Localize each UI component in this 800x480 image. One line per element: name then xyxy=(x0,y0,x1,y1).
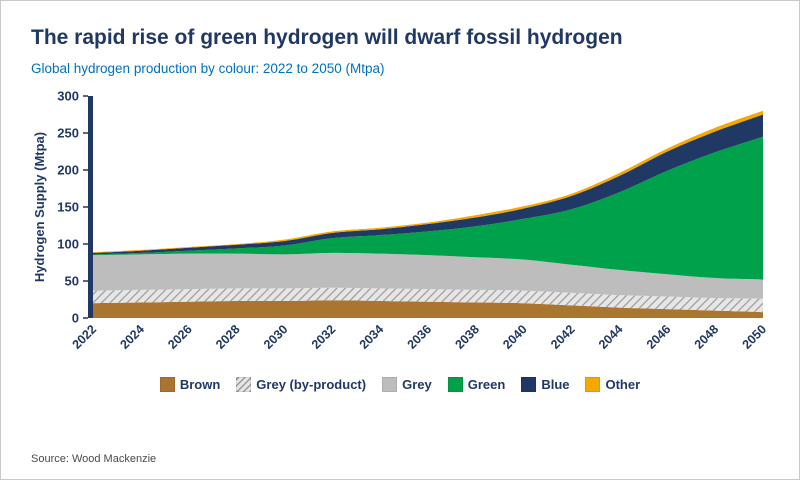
legend-swatch-blue xyxy=(521,377,537,393)
legend-swatch-grey-byproduct xyxy=(236,377,252,393)
svg-text:50: 50 xyxy=(65,274,79,289)
svg-text:2032: 2032 xyxy=(309,322,339,352)
svg-text:2038: 2038 xyxy=(452,322,482,352)
svg-text:2026: 2026 xyxy=(165,322,195,352)
legend-swatch-green xyxy=(447,377,463,393)
page-title: The rapid rise of green hydrogen will dw… xyxy=(31,26,623,49)
legend-swatch-brown xyxy=(159,377,175,393)
legend-swatch-other xyxy=(585,377,601,393)
svg-text:200: 200 xyxy=(57,163,79,178)
svg-text:2028: 2028 xyxy=(213,322,243,352)
chart-subtitle: Global hydrogen production by colour: 20… xyxy=(31,61,385,77)
svg-text:2050: 2050 xyxy=(740,322,770,352)
svg-text:2046: 2046 xyxy=(644,322,674,352)
svg-text:2044: 2044 xyxy=(596,322,626,352)
legend-label-blue: Blue xyxy=(541,377,570,393)
svg-text:2040: 2040 xyxy=(500,322,530,352)
legend-label-green: Green xyxy=(467,377,506,393)
legend-label-grey-byproduct: Grey (by-product) xyxy=(256,377,367,393)
stacked-area-chart: 0 50 100 150 200 250 300 2022 2024 2026 2028 2030 20… xyxy=(32,89,770,352)
svg-text:150: 150 xyxy=(57,200,79,215)
svg-text:2022: 2022 xyxy=(70,322,100,352)
legend-swatch-grey xyxy=(382,377,398,393)
legend-item-brown: Brown xyxy=(159,377,221,393)
svg-text:2048: 2048 xyxy=(692,322,722,352)
svg-text:2024: 2024 xyxy=(117,322,147,352)
legend-label-brown: Brown xyxy=(179,377,221,393)
chart-area: 0 50 100 150 200 250 300 2022 2024 2026 2028 2030 20… xyxy=(31,84,769,391)
svg-text:250: 250 xyxy=(57,126,79,141)
source-note: Source: Wood Mackenzie xyxy=(31,453,157,465)
legend-item-green: Green xyxy=(447,377,506,393)
legend-item-grey-byproduct: Grey (by-product) xyxy=(236,377,367,393)
svg-text:2042: 2042 xyxy=(548,322,578,352)
svg-text:300: 300 xyxy=(57,89,79,104)
svg-text:2034: 2034 xyxy=(357,322,387,352)
svg-text:2030: 2030 xyxy=(261,322,291,352)
legend-item-blue: Blue xyxy=(521,377,570,393)
svg-text:Hydrogen Supply (Mtpa): Hydrogen Supply (Mtpa) xyxy=(32,132,47,282)
legend-label-grey: Grey xyxy=(402,377,432,393)
svg-text:0: 0 xyxy=(72,311,79,326)
svg-text:100: 100 xyxy=(57,237,79,252)
chart-legend: Brown Grey (by-product) Grey Green Blue … xyxy=(31,377,769,393)
svg-text:2036: 2036 xyxy=(405,322,435,352)
legend-item-grey: Grey xyxy=(382,377,432,393)
legend-label-other: Other xyxy=(605,377,641,393)
legend-item-other: Other xyxy=(585,377,641,393)
